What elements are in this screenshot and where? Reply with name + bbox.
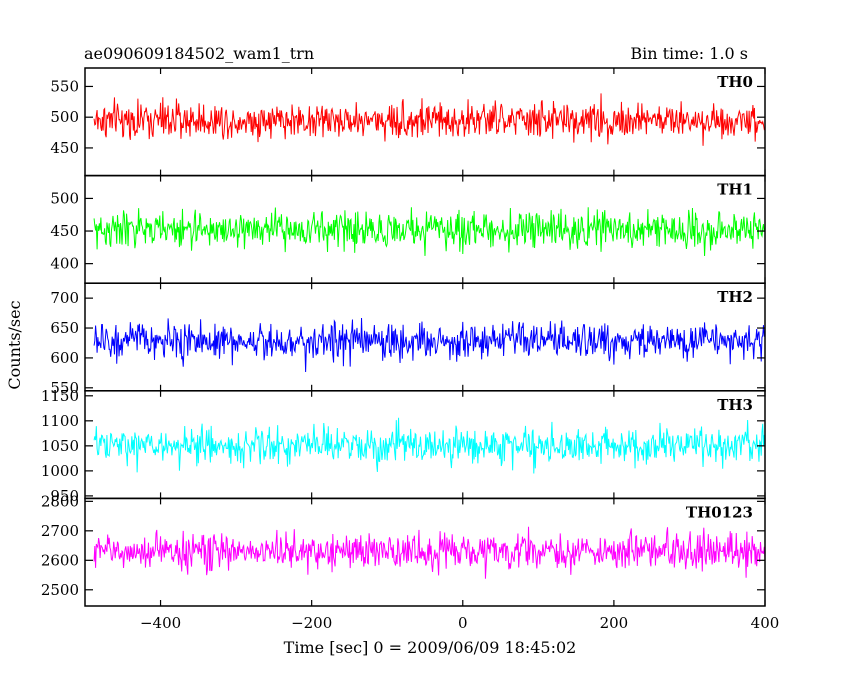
series-line-th1 — [93, 207, 765, 257]
series-label-th3: TH3 — [717, 396, 753, 414]
x-tick-labels: −400 −200 0 200 400 — [140, 614, 779, 632]
series-line-th0123 — [93, 526, 765, 579]
panels-group: 450 500 550 TH0 400 450 500 TH1 550 600 650 700 TH2 9… — [41, 67, 766, 607]
series-label-th0123: TH0123 — [686, 503, 753, 521]
series-label-th0: TH0 — [717, 73, 753, 91]
panel-frame — [84, 497, 766, 607]
y-tick-label: 500 — [50, 189, 79, 207]
x-tick-label: 400 — [751, 614, 780, 632]
series-line-th0 — [93, 93, 765, 146]
y-tick-label: 1000 — [41, 462, 79, 480]
y-tick-label: 700 — [50, 289, 79, 307]
series-line-th2 — [93, 317, 765, 373]
panel-th0123: 2500 2600 2700 2800 TH0123 — [41, 492, 766, 607]
y-tick-label: 550 — [50, 77, 79, 95]
y-tick-label: 1150 — [41, 387, 79, 405]
y-tick-label: 450 — [50, 139, 79, 157]
x-tick-label: 0 — [458, 614, 468, 632]
y-tick-label: 1050 — [41, 437, 79, 455]
series-line-th3 — [93, 417, 765, 474]
panel-th3: 950 1000 1050 1100 1150 TH3 — [41, 387, 766, 505]
y-tick-label: 950 — [50, 487, 79, 505]
y-tick-label: 2800 — [41, 492, 79, 510]
y-axis-title: Counts/sec — [5, 300, 24, 389]
y-tick-label: 2600 — [41, 551, 79, 569]
panel-th2: 550 600 650 700 TH2 — [50, 282, 766, 397]
y-tick-label: 400 — [50, 255, 79, 273]
y-tick-label: 2500 — [41, 581, 79, 599]
series-label-th1: TH1 — [717, 181, 753, 199]
bin-time-label: Bin time: 1.0 s — [630, 44, 748, 63]
chart-title: ae090609184502_wam1_trn — [84, 44, 314, 63]
x-axis-title: Time [sec] 0 = 2009/06/09 18:45:02 — [284, 638, 577, 657]
x-tick-label: −200 — [291, 614, 332, 632]
x-tick-label: −400 — [140, 614, 181, 632]
y-tick-label: 600 — [50, 349, 79, 367]
panel-th0: 450 500 550 TH0 — [50, 67, 766, 177]
y-tick-label: 450 — [50, 222, 79, 240]
y-tick-label: 550 — [50, 379, 79, 397]
y-tick-label: 650 — [50, 319, 79, 337]
y-tick-label: 1100 — [41, 412, 79, 430]
y-tick-label: 500 — [50, 108, 79, 126]
y-tick-label: 2700 — [41, 522, 79, 540]
series-label-th2: TH2 — [717, 288, 753, 306]
x-tick-label: 200 — [600, 614, 629, 632]
panel-th1: 400 450 500 TH1 — [50, 174, 766, 284]
